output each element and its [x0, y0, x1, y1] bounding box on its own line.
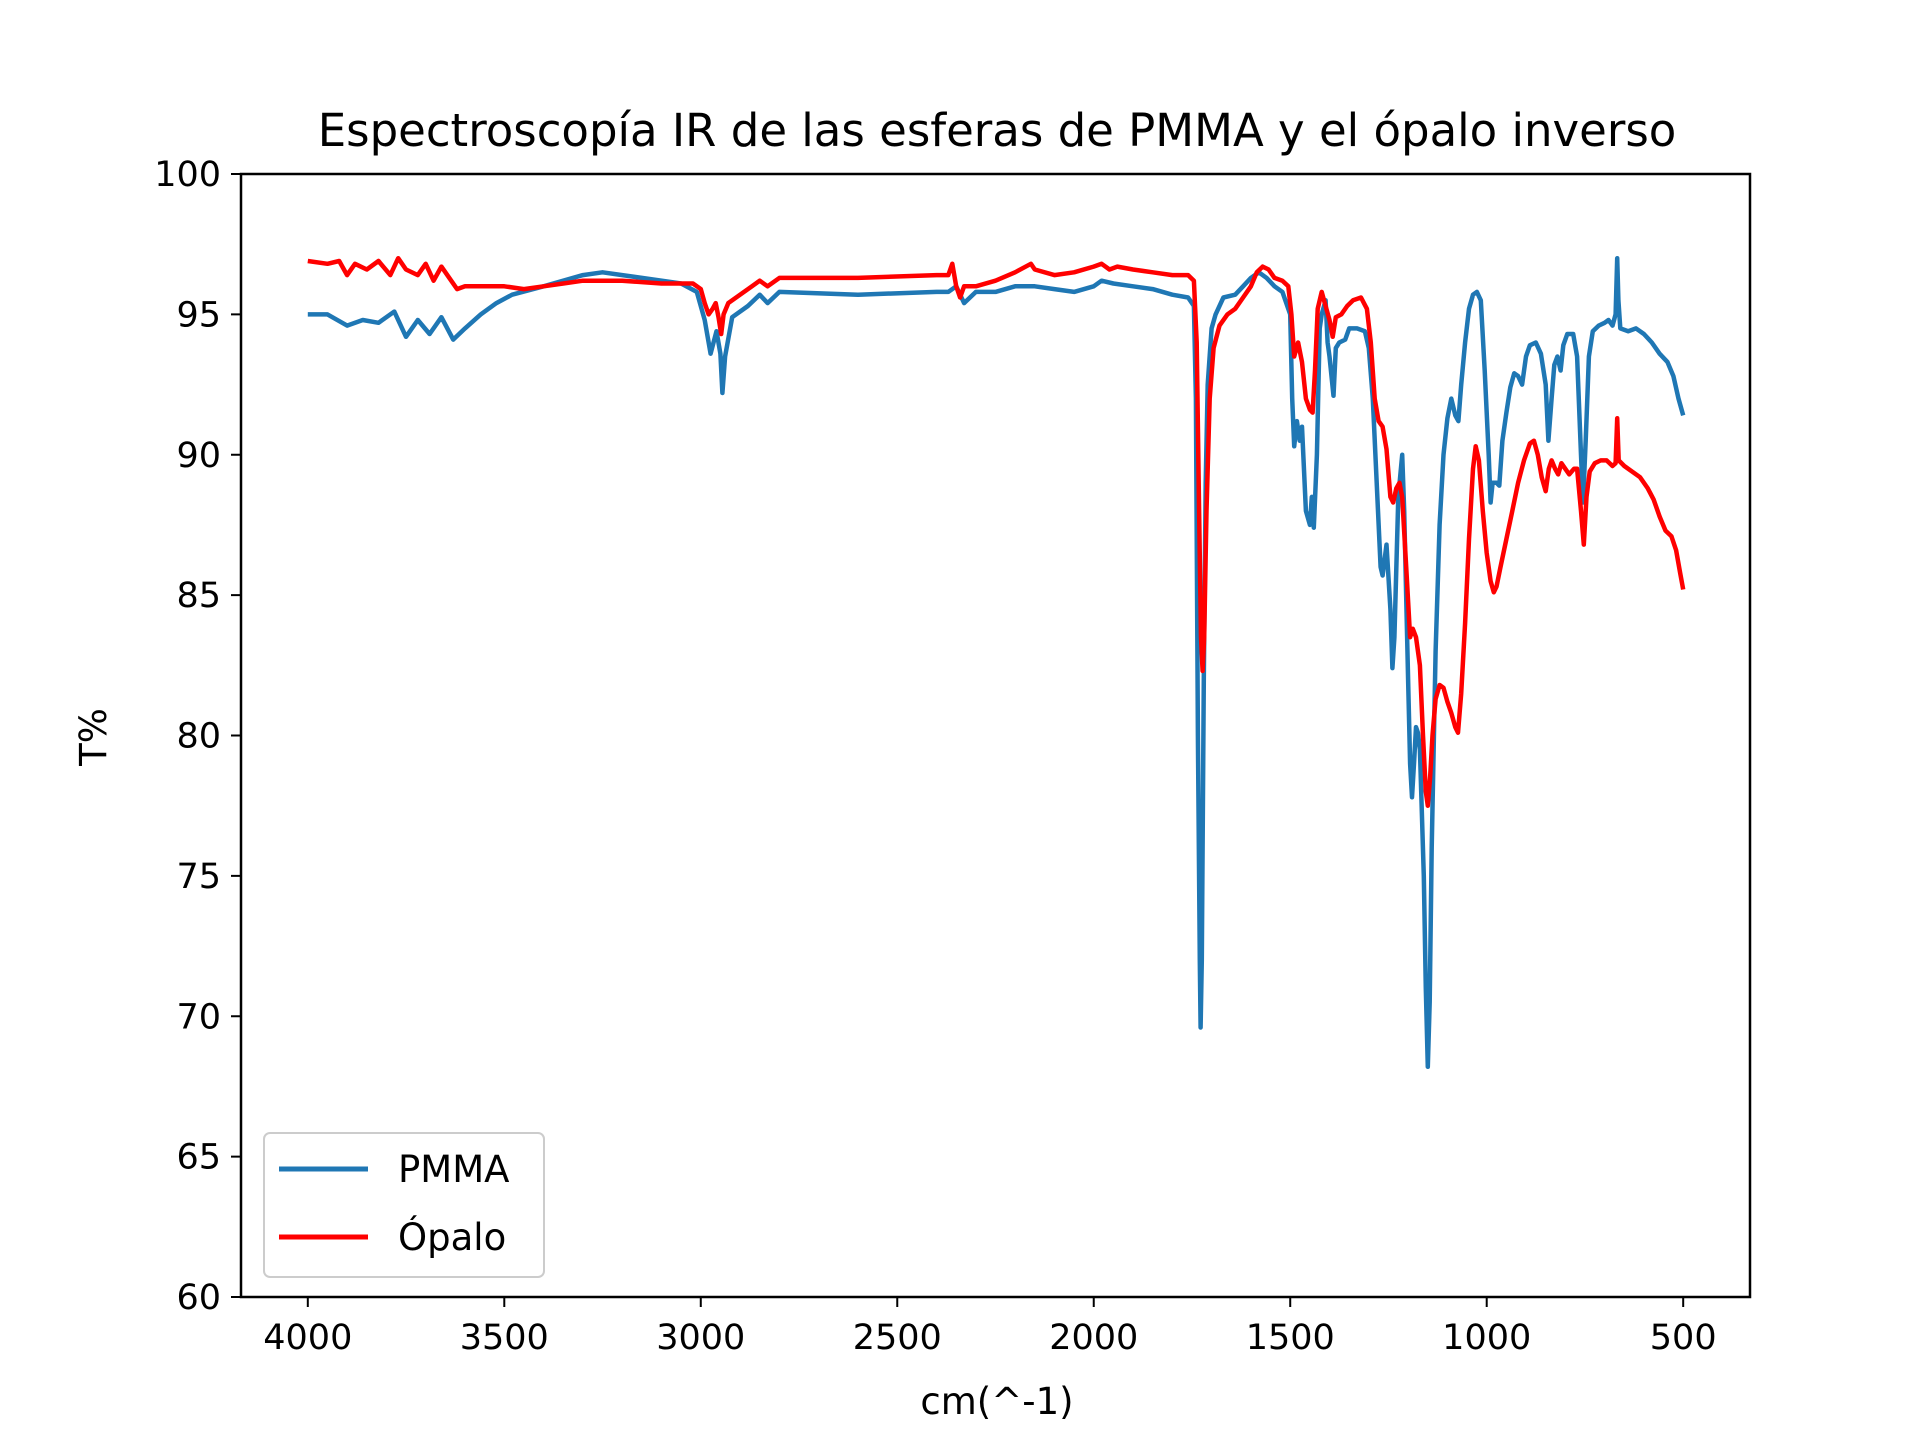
y-tick-label: 65: [176, 1138, 221, 1178]
x-tick-label: 3000: [656, 1318, 745, 1358]
x-axis-label: cm(^-1): [920, 1380, 1073, 1423]
y-tick-label: 100: [154, 155, 221, 195]
plot-frame: [239, 172, 1752, 1299]
y-tick-label: 70: [176, 997, 221, 1037]
x-axis-ticks: 4000 3500 3000 2500 2000 1500 1000 500: [263, 1297, 1717, 1358]
y-tick-label: 90: [176, 436, 221, 476]
x-tick-label: 500: [1650, 1318, 1717, 1358]
x-tick-label: 1500: [1246, 1318, 1335, 1358]
y-tick-label: 75: [176, 857, 221, 897]
legend: PMMA Ópalo: [263, 1132, 545, 1278]
series-line-pmma: [307, 255, 1686, 1070]
y-axis-label: T%: [72, 708, 115, 767]
y-tick-label: 60: [176, 1278, 221, 1318]
y-tick-label: 80: [176, 717, 221, 757]
series-lines: [307, 255, 1686, 1070]
x-tick-label: 3500: [460, 1318, 549, 1358]
chart-title: Espectroscopía IR de las esferas de PMMA…: [318, 104, 1677, 157]
x-tick-label: 4000: [263, 1318, 352, 1358]
x-tick-label: 1000: [1442, 1318, 1531, 1358]
legend-label-opalo: Ópalo: [398, 1215, 506, 1259]
legend-label-pmma: PMMA: [398, 1148, 509, 1191]
y-tick-label: 85: [176, 576, 221, 616]
x-tick-label: 2500: [853, 1318, 942, 1358]
y-tick-label: 95: [176, 295, 221, 335]
x-tick-label: 2000: [1049, 1318, 1138, 1358]
y-axis-ticks: 60 65 70 75 80 85 90 95 100: [154, 155, 241, 1318]
series-line-opalo: [307, 255, 1686, 808]
